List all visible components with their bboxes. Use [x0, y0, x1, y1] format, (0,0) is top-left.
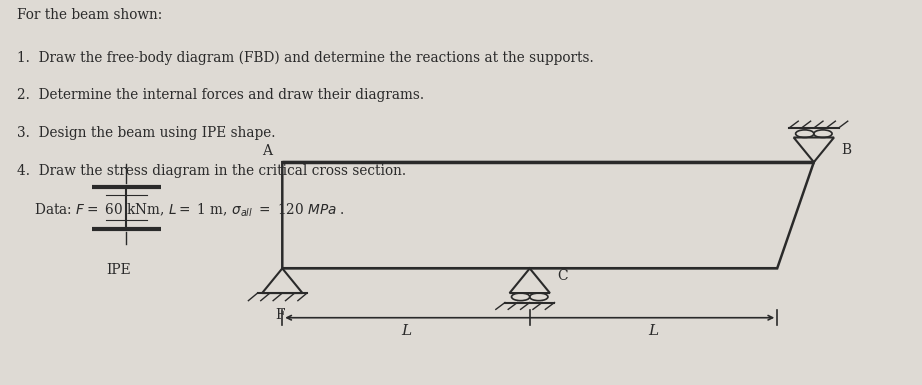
Text: IPE: IPE [106, 263, 131, 277]
Text: L: L [401, 324, 411, 338]
Text: A: A [262, 144, 272, 158]
Text: 2.  Determine the internal forces and draw their diagrams.: 2. Determine the internal forces and dra… [17, 88, 423, 102]
Text: C: C [557, 269, 568, 283]
Text: 1.  Draw the free-body diagram (FBD) and determine the reactions at the supports: 1. Draw the free-body diagram (FBD) and … [17, 50, 593, 65]
Text: B: B [841, 143, 851, 157]
Text: Data: $F=$ 60 kNm, $L=$ 1 m, $\sigma_{all}$ $=$ 120 $MPa$ .: Data: $F=$ 60 kNm, $L=$ 1 m, $\sigma_{al… [17, 202, 345, 219]
Text: F: F [275, 308, 285, 322]
Text: 4.  Draw the stress diagram in the critical cross section.: 4. Draw the stress diagram in the critic… [17, 164, 406, 178]
Text: For the beam shown:: For the beam shown: [17, 8, 161, 22]
Text: 3.  Design the beam using IPE shape.: 3. Design the beam using IPE shape. [17, 126, 275, 140]
Text: L: L [648, 324, 658, 338]
